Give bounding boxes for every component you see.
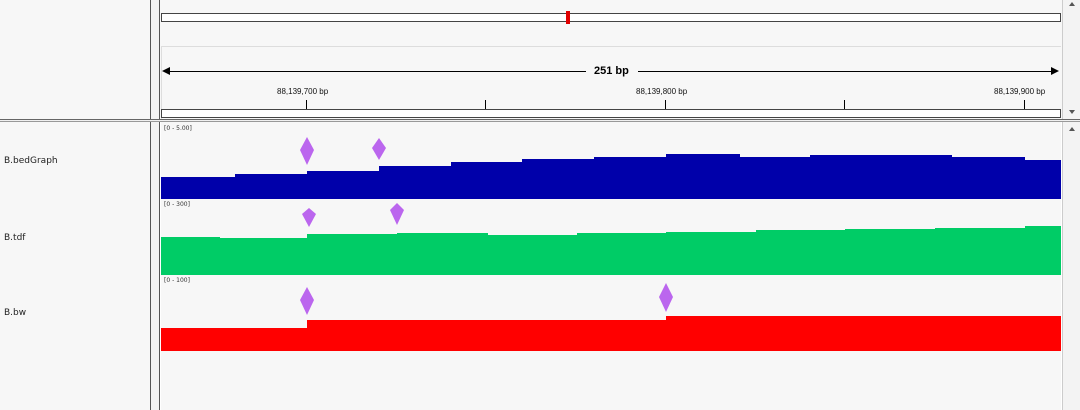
- ruler-tick: [1024, 100, 1025, 109]
- track-range-label: [0 - 300]: [164, 201, 190, 208]
- track-name-tdf[interactable]: B.tdf: [4, 233, 26, 243]
- ruler-baseline: [161, 109, 1061, 118]
- tdf-signal: [161, 226, 1061, 275]
- marker-diamond-icon[interactable]: [302, 208, 316, 227]
- track-name-panel: B.bedGraph B.tdf B.bw: [0, 0, 150, 410]
- marker-diamond-icon[interactable]: [659, 283, 673, 312]
- marker-diamond-icon[interactable]: [372, 138, 386, 160]
- bw-signal: [161, 316, 1061, 351]
- marker-diamond-icon[interactable]: [300, 287, 314, 315]
- track-range-label: [0 - 5.00]: [164, 125, 192, 132]
- ruler-tick: [306, 100, 307, 109]
- marker-diamond-icon[interactable]: [390, 203, 404, 225]
- chromosome-ideogram[interactable]: [161, 13, 1061, 22]
- track-name-bw[interactable]: B.bw: [4, 308, 27, 318]
- span-label: 251 bp: [590, 65, 633, 77]
- ruler-tick: [844, 100, 845, 109]
- ruler-panel[interactable]: [161, 46, 1061, 119]
- marker-diamond-icon[interactable]: [300, 137, 314, 165]
- header-scrollbar[interactable]: [1062, 0, 1080, 119]
- ruler-label: 88,139,900 bp: [994, 87, 1046, 96]
- span-line-left: [166, 71, 586, 72]
- ruler-tick: [485, 100, 486, 109]
- scroll-up-icon[interactable]: [1069, 127, 1075, 131]
- span-line-right: [638, 71, 1054, 72]
- scroll-up-icon[interactable]: [1069, 2, 1075, 6]
- ruler-label: 88,139,700 bp: [277, 87, 329, 96]
- ruler-label: 88,139,800 bp: [636, 87, 688, 96]
- track-range-label: [0 - 100]: [164, 277, 190, 284]
- track-name-bedgraph[interactable]: B.bedGraph: [4, 156, 58, 166]
- panel-divider-horizontal[interactable]: [0, 119, 1080, 122]
- data-scrollbar[interactable]: [1062, 122, 1080, 410]
- span-arrow-left-icon: [162, 67, 170, 75]
- name-panel-header: [0, 0, 150, 120]
- ruler-tick: [665, 100, 666, 109]
- variant-markers: [300, 137, 673, 315]
- ideogram-position-marker: [566, 11, 570, 24]
- panel-divider-vertical[interactable]: [150, 0, 160, 410]
- span-arrow-right-icon: [1051, 67, 1059, 75]
- scroll-down-icon[interactable]: [1069, 110, 1075, 114]
- bedgraph-signal: [161, 154, 1061, 199]
